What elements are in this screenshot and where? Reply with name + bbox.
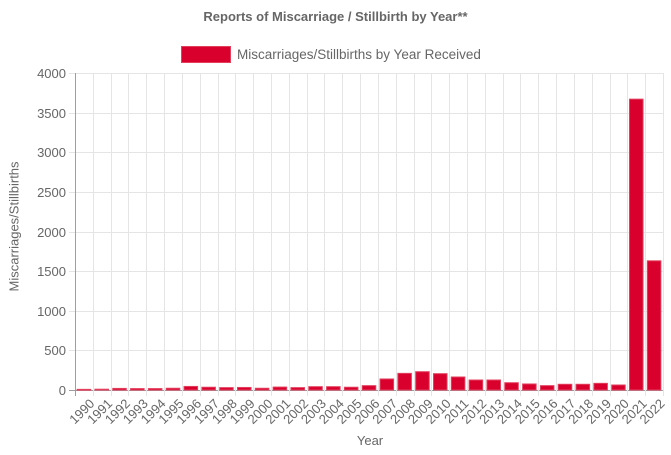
bar-2008[interactable] xyxy=(397,372,412,391)
bar-1999[interactable] xyxy=(237,386,252,391)
y-tick-label: 1000 xyxy=(37,304,66,319)
y-tick-label: 0 xyxy=(59,383,66,398)
y-tick-label: 1500 xyxy=(37,264,66,279)
legend-label: Miscarriages/Stillbirths by Year Receive… xyxy=(237,47,481,62)
bar-1990[interactable] xyxy=(76,388,92,391)
bar-1998[interactable] xyxy=(219,387,234,391)
chart-title: Reports of Miscarriage / Stillbirth by Y… xyxy=(203,9,468,24)
bar-2019[interactable] xyxy=(593,382,608,391)
y-tick-label: 3000 xyxy=(37,145,66,160)
y-tick-label: 500 xyxy=(44,343,66,358)
bar-2007[interactable] xyxy=(379,378,395,391)
y-tick-label: 2000 xyxy=(37,225,66,240)
bar-2011[interactable] xyxy=(450,376,466,391)
y-tick-label: 4000 xyxy=(37,66,66,81)
y-tick-label: 2500 xyxy=(37,185,66,200)
bar-1991[interactable] xyxy=(94,388,109,391)
bar-2014[interactable] xyxy=(504,382,519,391)
legend[interactable]: Miscarriages/Stillbirths by Year Receive… xyxy=(181,46,481,63)
bar-2016[interactable] xyxy=(539,385,555,391)
bar-1994[interactable] xyxy=(147,388,163,391)
bar-2017[interactable] xyxy=(557,383,573,391)
bar-2000[interactable] xyxy=(254,387,270,391)
bar-2001[interactable] xyxy=(272,386,288,391)
bar-2004[interactable] xyxy=(326,386,341,391)
bar-1992[interactable] xyxy=(112,387,127,391)
bar-2022[interactable] xyxy=(646,260,662,391)
bar-1997[interactable] xyxy=(201,386,216,391)
bar-2013[interactable] xyxy=(486,379,501,391)
bar-2020[interactable] xyxy=(611,384,626,391)
bar-2005[interactable] xyxy=(343,386,359,391)
bar-2009[interactable] xyxy=(415,371,430,391)
bar-2006[interactable] xyxy=(361,385,377,391)
bar-1996[interactable] xyxy=(183,385,199,391)
bar-2018[interactable] xyxy=(575,383,591,391)
x-axis-label: Year xyxy=(356,433,384,448)
bar-2015[interactable] xyxy=(522,383,537,391)
bar-2021[interactable] xyxy=(629,98,644,391)
bar-2002[interactable] xyxy=(290,387,305,391)
bar-1995[interactable] xyxy=(165,387,181,391)
bar-1993[interactable] xyxy=(130,388,145,391)
legend-swatch xyxy=(181,46,231,63)
y-tick-label: 3500 xyxy=(37,106,66,121)
bar-2012[interactable] xyxy=(468,379,484,391)
bar-2010[interactable] xyxy=(433,373,448,391)
bar-2003[interactable] xyxy=(308,386,323,391)
